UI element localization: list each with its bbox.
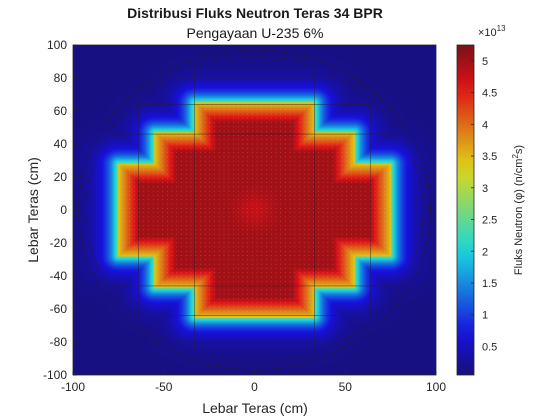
colorbar-frame — [456, 44, 475, 376]
x-tick-label: -100 — [61, 380, 85, 394]
colorbar: 0.5 1 1.5 2 2.5 3 3.5 4 4.5 5 — [456, 44, 497, 376]
colorbar-tick-label: 1 — [482, 310, 488, 322]
y-axis-ticks: -100 -80 -60 -40 -20 0 20 40 60 80 100 — [43, 38, 77, 382]
y-tick-label: -60 — [50, 302, 68, 316]
vessel-inner-circle — [85, 56, 424, 364]
colorbar-tick-label: 4.5 — [482, 88, 497, 100]
colorbar-tick-label: 1.5 — [482, 278, 497, 290]
chart-subtitle: Pengayaan U-235 6% — [187, 25, 324, 41]
y-tick-label: -20 — [50, 236, 68, 250]
colorbar-gradient — [457, 45, 474, 375]
y-axis-label: Lebar Teras (cm) — [25, 157, 41, 263]
heatmap-overlay — [73, 45, 436, 375]
x-tick-label: 100 — [426, 380, 446, 394]
colorbar-tick-label: 2 — [482, 246, 488, 258]
vessel-outer-circle — [78, 49, 431, 371]
colorbar-tick-label: 3.5 — [482, 151, 497, 163]
colorbar-tick-label: 2.5 — [482, 215, 497, 227]
colorbar-overlay — [457, 45, 474, 375]
y-tick-label: -100 — [43, 368, 67, 382]
x-tick-label: -50 — [155, 380, 173, 394]
core-geometry — [78, 49, 431, 371]
chart-title: Distribusi Fluks Neutron Teras 34 BPR — [127, 5, 383, 21]
y-tick-label: -80 — [50, 335, 68, 349]
x-tick-label: 0 — [251, 380, 258, 394]
colorbar-tick-label: 4 — [482, 119, 488, 131]
y-tick-label: 60 — [54, 104, 68, 118]
y-tick-label: 80 — [54, 71, 68, 85]
y-tick-label: 100 — [47, 38, 67, 52]
plot-area — [72, 44, 437, 376]
y-tick-label: 0 — [60, 203, 67, 217]
colorbar-tick-label: 0.5 — [482, 341, 497, 353]
x-axis-ticks: -100 -50 0 50 100 — [61, 371, 446, 394]
colorbar-tick-label: 5 — [482, 56, 488, 68]
x-axis-label: Lebar Teras (cm) — [202, 400, 308, 416]
y-tick-label: 20 — [54, 170, 68, 184]
y-tick-label: -40 — [50, 269, 68, 283]
colorbar-tick-label: 3 — [482, 183, 488, 195]
colorbar-label: Fluks Neutron (φ) (n/cm2s) — [511, 145, 525, 275]
fuel-pin-lattice — [124, 105, 385, 312]
x-tick-label: 50 — [339, 380, 353, 394]
y-tick-label: 40 — [54, 137, 68, 151]
flux-heatmap — [73, 45, 436, 375]
colorbar-multiplier: ×1013 — [478, 24, 506, 39]
